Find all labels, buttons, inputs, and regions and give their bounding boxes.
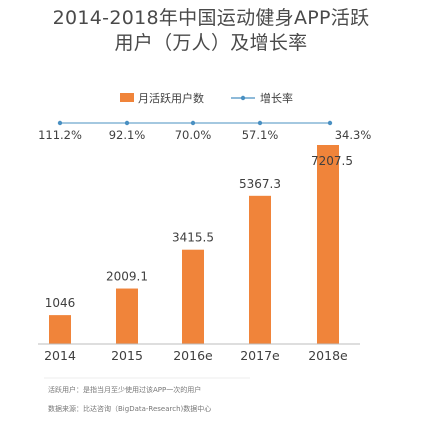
growth-rate-point (257, 120, 263, 126)
bar (49, 315, 71, 344)
bar (182, 249, 204, 344)
growth-rate-label: 70.0% (175, 128, 212, 142)
legend-line-marker (240, 95, 246, 101)
chart-title-line1: 2014-2018年中国运动健身APP活跃 (52, 7, 370, 29)
bar (317, 145, 339, 344)
growth-rate-point (190, 120, 196, 126)
growth-rate-label: 34.3% (335, 128, 372, 142)
x-tick-label: 2017e (240, 348, 280, 363)
chart-title-line2: 用户（万人）及增长率 (114, 32, 308, 54)
bar (116, 288, 138, 344)
growth-rate-label: 92.1% (109, 128, 146, 142)
growth-rate-label: 57.1% (242, 128, 279, 142)
bar-value-label: 3415.5 (172, 231, 214, 245)
footnote-definition: 活跃用户：是指当月至少使用过该APP一次的用户 (48, 386, 202, 394)
growth-rate-point (124, 120, 130, 126)
x-tick-label: 2016e (173, 348, 213, 363)
growth-rate-point (327, 120, 333, 126)
bar (249, 195, 271, 344)
x-tick-label: 2014 (44, 348, 76, 363)
bar-value-label: 2009.1 (106, 270, 148, 284)
growth-rate-point (57, 120, 63, 126)
bar-value-label: 7207.5 (311, 154, 353, 168)
legend-bar-swatch (120, 93, 134, 102)
x-tick-label: 2015 (111, 348, 143, 363)
bar-value-label: 1046 (45, 296, 76, 310)
chart-title: 2014-2018年中国运动健身APP活跃 用户（万人）及增长率 (0, 6, 422, 56)
growth-rate-label: 111.2% (38, 128, 82, 142)
footnote-source: 数据来源：比达咨询（BigData-Research)数据中心 (48, 405, 212, 413)
legend-bar-label: 月活跃用户数 (138, 91, 204, 105)
legend-line-label: 增长率 (260, 91, 293, 105)
x-tick-label: 2018e (308, 348, 348, 363)
bar-value-label: 5367.3 (239, 177, 281, 191)
